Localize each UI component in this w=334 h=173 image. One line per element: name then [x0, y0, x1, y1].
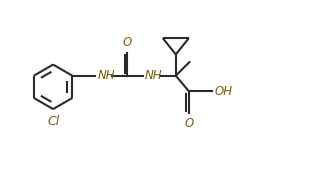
Text: NH: NH — [97, 69, 115, 82]
Text: O: O — [184, 117, 193, 130]
Text: O: O — [123, 36, 132, 49]
Text: NH: NH — [145, 69, 163, 82]
Text: Cl: Cl — [47, 115, 59, 128]
Text: OH: OH — [215, 85, 233, 98]
